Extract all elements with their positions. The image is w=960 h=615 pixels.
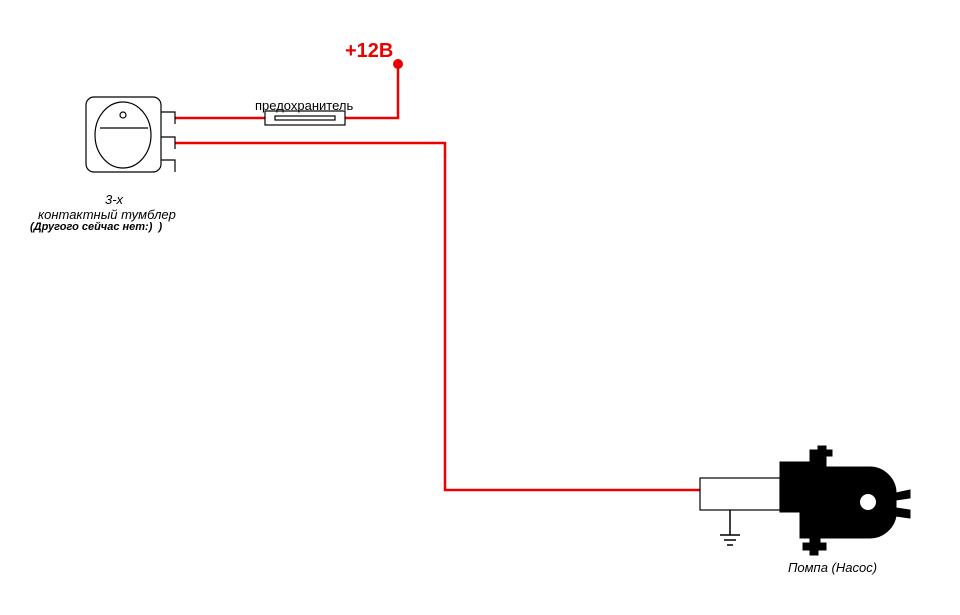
switch-label-line2: контактный тумблер [38, 207, 176, 222]
pump-hub [860, 494, 876, 510]
fuse-label: предохранитель [255, 98, 353, 113]
supply-node-icon [393, 59, 403, 69]
switch-pin-1 [161, 112, 175, 124]
fuse-body [265, 111, 345, 125]
switch-label-line3: (Другого сейчас нет:) ) [30, 221, 162, 233]
pump-connector [700, 478, 780, 510]
switch-pin-3 [161, 160, 175, 172]
pump-icon [780, 446, 910, 555]
wiring-diagram [0, 0, 960, 615]
switch-pin-2 [161, 137, 175, 149]
switch-label-line1: 3-х [105, 192, 123, 207]
wire-switch-to-pump [175, 143, 700, 490]
pump-label: Помпа (Насос) [788, 560, 877, 575]
voltage-label: +12В [345, 40, 393, 63]
